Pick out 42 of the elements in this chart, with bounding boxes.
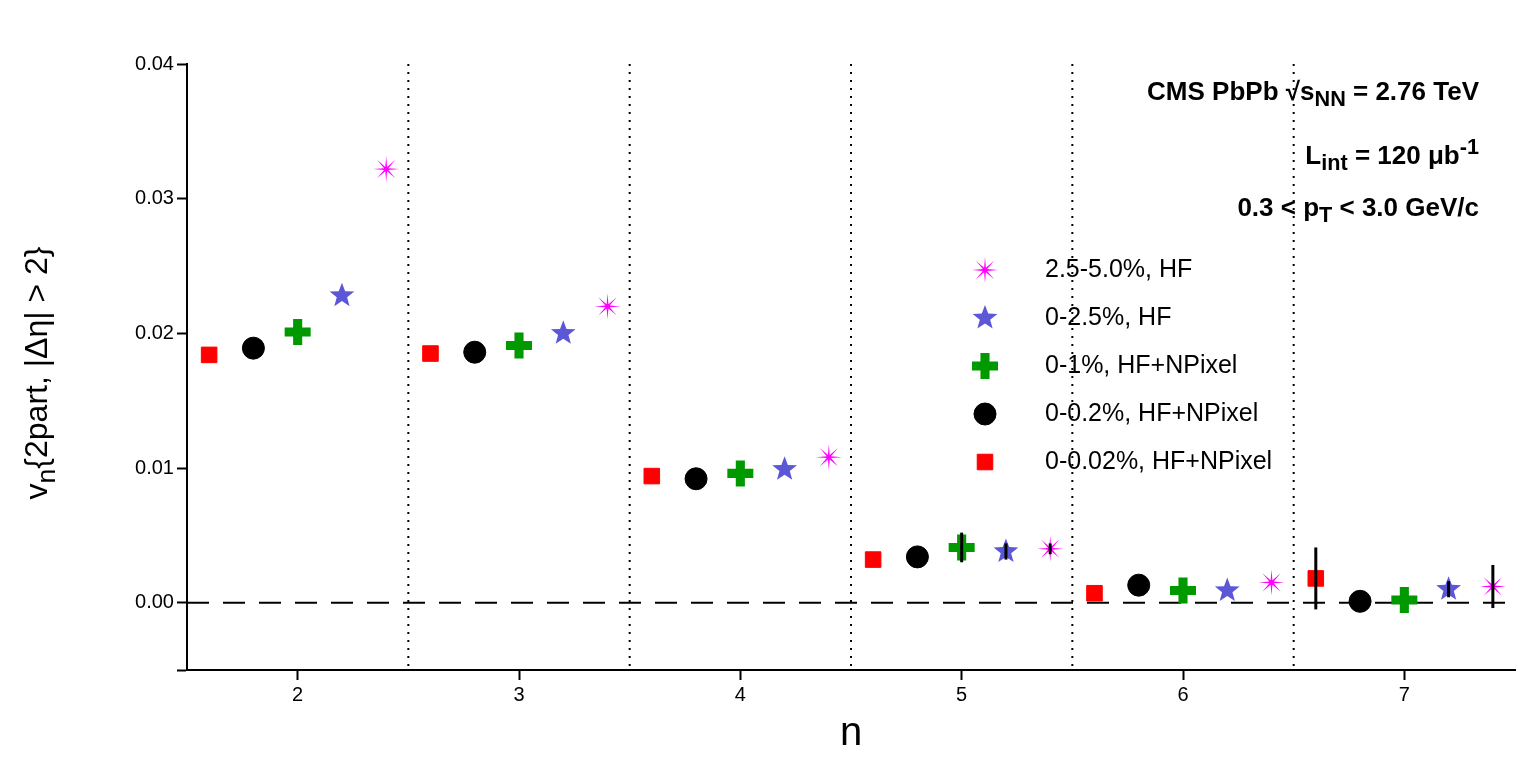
point	[772, 456, 797, 480]
x-tick-label: 4	[734, 682, 746, 705]
annotation: L$_{int}$ = 120 μb$^{-1}$	[1305, 134, 1479, 176]
annotation: CMS PbPb √s$_{NN}$ = 2.76 TeV	[1147, 76, 1479, 113]
point	[864, 551, 882, 568]
y-tick-label: 0.04	[135, 51, 174, 74]
point	[1348, 589, 1372, 613]
point	[241, 336, 265, 360]
point	[643, 467, 661, 485]
x-tick-label: 3	[513, 682, 525, 705]
legend-label: 2.5-5.0%, HF	[1045, 253, 1193, 282]
legend-label: 0-0.02%, HF+NPixel	[1045, 445, 1273, 474]
point	[1127, 573, 1151, 597]
point	[1086, 584, 1103, 602]
point	[727, 460, 754, 487]
legend-label: 0-0.2%, HF+NPixel	[1045, 397, 1259, 426]
x-tick-label: 2	[292, 682, 304, 705]
point	[594, 293, 621, 320]
legend-label: 0-2.5%, HF	[1045, 301, 1172, 330]
point	[506, 332, 532, 359]
legend-label: 0-1%, HF+NPixel	[1045, 349, 1238, 378]
point	[329, 282, 355, 307]
y-tick-label: 0.03	[135, 186, 174, 209]
point	[1214, 577, 1240, 602]
point	[200, 346, 218, 364]
x-axis-title: n	[839, 709, 863, 754]
point	[1391, 586, 1418, 613]
y-tick-label: 0.02	[135, 320, 174, 343]
point	[422, 345, 439, 362]
point	[684, 467, 708, 491]
y-tick-label: 0.00	[135, 590, 174, 613]
x-tick-label: 5	[956, 682, 968, 705]
point	[550, 320, 576, 344]
point	[284, 318, 311, 345]
point	[1258, 569, 1285, 596]
x-tick-label: 7	[1398, 682, 1410, 705]
annotation: 0.3 < p$_{T}$ < 3.0 GeV/c	[1237, 192, 1479, 229]
x-tick-label: 6	[1177, 682, 1189, 705]
point	[463, 340, 487, 364]
y-tick-label: 0.01	[135, 455, 174, 478]
point	[1170, 577, 1196, 604]
point	[905, 545, 929, 569]
